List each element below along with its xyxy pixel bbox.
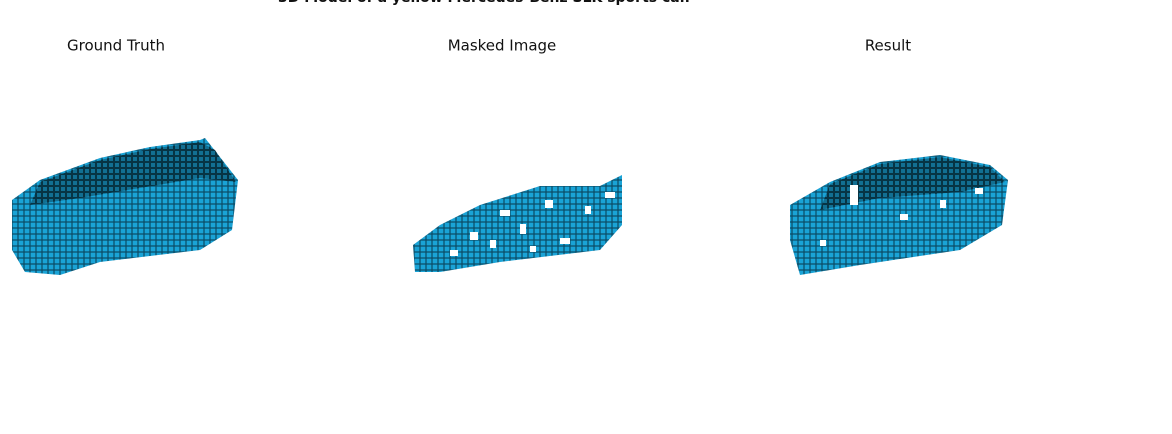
- panel-title: Masked Image: [448, 37, 557, 55]
- panel-title: Result: [865, 37, 911, 55]
- figure-title: 3D Model of a yellow Mercedes-Benz SLK s…: [278, 0, 690, 6]
- voxel-car: [413, 175, 622, 272]
- voxel-car: [790, 155, 1008, 275]
- panel-title: Ground Truth: [67, 37, 165, 55]
- voxel-car: [12, 138, 238, 275]
